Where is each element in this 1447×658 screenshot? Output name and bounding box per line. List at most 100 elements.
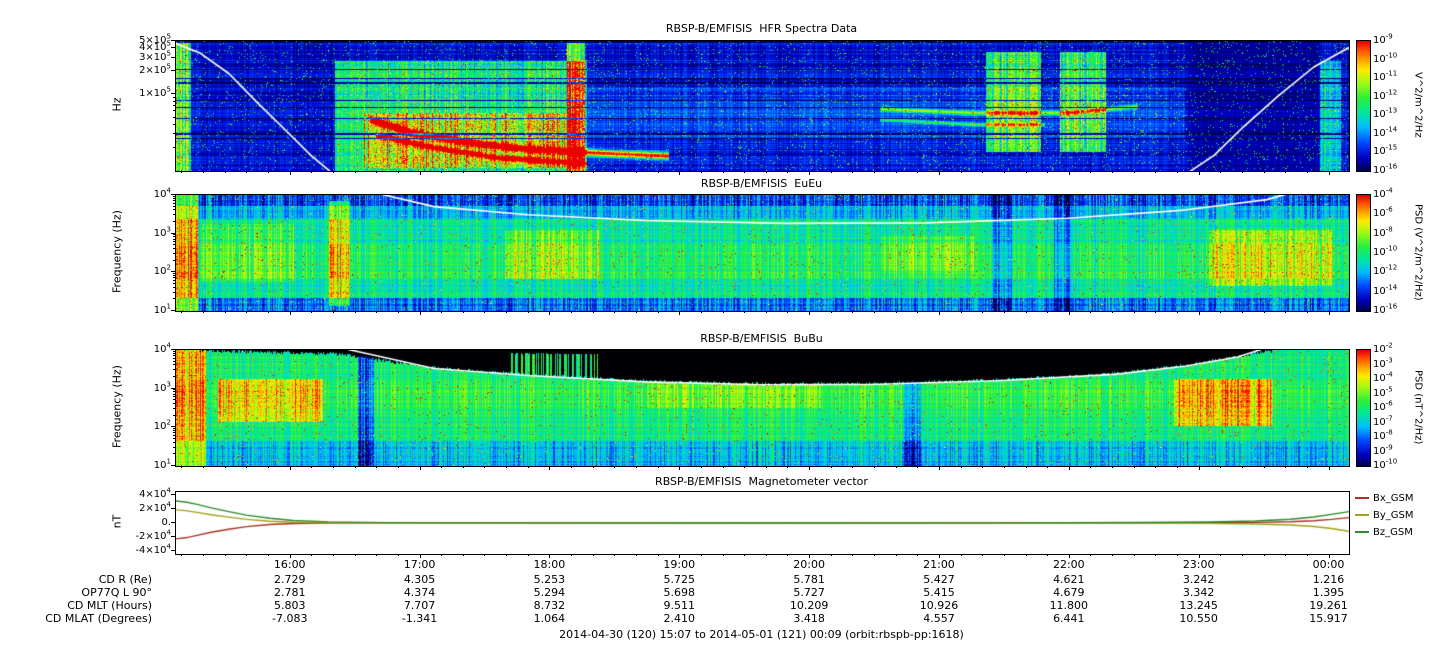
annotation-value: 1.064 — [533, 612, 566, 625]
x-minor-tick — [506, 466, 508, 468]
x-minor-tick — [181, 466, 183, 468]
y-minor-tick — [173, 199, 175, 201]
x-minor-tick — [527, 466, 529, 468]
x-minor-tick — [203, 171, 205, 173]
hfr-colorbar-unit-label: V^2/m^2/Hz — [1412, 72, 1424, 138]
annotation-value: 1.216 — [1312, 573, 1345, 586]
x-minor-tick — [397, 554, 399, 556]
y-minor-tick — [173, 286, 175, 288]
y-minor-tick — [173, 273, 175, 275]
x-minor-tick — [462, 171, 464, 173]
x-minor-tick — [571, 171, 573, 173]
annotation-value: 2.729 — [273, 573, 306, 586]
annotation-value: 4.679 — [1053, 586, 1085, 599]
x-minor-tick — [765, 466, 767, 468]
colorbar-tick-label: 10-6 — [1373, 399, 1393, 413]
x-minor-tick — [376, 466, 378, 468]
annotation-value: 5.253 — [533, 573, 566, 586]
bubu-colorbar-unit-label: PSD (nT^2/Hz) — [1412, 369, 1424, 445]
magnetometer-canvas — [176, 492, 1349, 554]
colorbar-tick-label: 10-10 — [1373, 244, 1398, 258]
x-minor-tick — [1285, 311, 1287, 313]
x-minor-tick — [1047, 466, 1049, 468]
x-minor-tick — [1177, 466, 1179, 468]
y-tick-label: 1×105 — [139, 86, 171, 100]
y-minor-tick — [173, 393, 175, 395]
x-minor-tick — [787, 466, 789, 468]
x-minor-tick — [1155, 311, 1157, 313]
x-minor-tick — [765, 554, 767, 556]
x-tick — [289, 311, 291, 315]
y-minor-tick — [173, 453, 175, 455]
y-tick — [171, 549, 175, 551]
colorbar-tick-label: 10-12 — [1373, 88, 1398, 102]
y-minor-tick — [173, 248, 175, 250]
x-minor-tick — [571, 466, 573, 468]
bubu-colorbar — [1356, 349, 1371, 467]
legend-entry-bz: Bz_GSM — [1355, 527, 1413, 538]
x-tick — [549, 311, 551, 315]
x-minor-tick — [1263, 466, 1265, 468]
y-tick — [171, 508, 175, 510]
x-minor-tick — [1090, 171, 1092, 173]
y-minor-tick — [173, 96, 175, 98]
colorbar-tick-label: 10-15 — [1373, 144, 1398, 158]
x-minor-tick — [332, 466, 334, 468]
annotation-row-label: OP77Q L 90° — [81, 586, 152, 599]
x-minor-tick — [1285, 171, 1287, 173]
x-minor-tick — [1241, 466, 1243, 468]
y-tick — [171, 56, 175, 58]
annotation-value: 10.209 — [789, 599, 829, 612]
hfr-colorbar — [1356, 40, 1371, 172]
x-minor-tick — [1003, 311, 1005, 313]
annotation-value: 4.621 — [1053, 573, 1085, 586]
x-minor-tick — [224, 311, 226, 313]
x-minor-tick — [830, 311, 832, 313]
y-minor-tick — [173, 298, 175, 300]
y-tick-label: -2×104 — [135, 528, 171, 542]
x-minor-tick — [1263, 554, 1265, 556]
y-minor-tick — [173, 238, 175, 240]
x-minor-tick — [852, 466, 854, 468]
x-minor-tick — [744, 466, 746, 468]
x-minor-tick — [506, 554, 508, 556]
annotation-row-label: CD MLT (Hours) — [67, 599, 152, 612]
eueu-spectrogram — [175, 194, 1350, 312]
x-minor-tick — [960, 466, 962, 468]
x-minor-tick — [527, 311, 529, 313]
colorbar-tick-label: 10-3 — [1373, 356, 1393, 370]
x-minor-tick — [203, 554, 205, 556]
x-minor-tick — [1177, 311, 1179, 313]
time-tick-label: 19:00 — [663, 558, 696, 571]
bubu-spectrogram — [175, 349, 1350, 467]
x-minor-tick — [1133, 554, 1135, 556]
x-minor-tick — [527, 554, 529, 556]
x-minor-tick — [722, 554, 724, 556]
y-tick-label: 4×105 — [139, 40, 171, 54]
y-tick — [171, 387, 175, 389]
x-minor-tick — [917, 311, 919, 313]
x-minor-tick — [830, 171, 832, 173]
x-minor-tick — [1112, 311, 1114, 313]
x-minor-tick — [1133, 466, 1135, 468]
x-minor-tick — [332, 311, 334, 313]
y-tick — [171, 93, 175, 95]
colorbar-tick-label: 10-4 — [1373, 370, 1393, 384]
annotation-value: 5.781 — [793, 573, 825, 586]
y-minor-tick — [173, 360, 175, 362]
y-minor-tick — [173, 275, 175, 277]
y-minor-tick — [173, 446, 175, 448]
x-minor-tick — [765, 171, 767, 173]
y-minor-tick — [173, 197, 175, 199]
y-minor-tick — [173, 259, 175, 261]
x-tick — [1328, 554, 1330, 558]
x-tick — [419, 554, 421, 558]
x-minor-tick — [1047, 554, 1049, 556]
annotation-value: 1.395 — [1312, 586, 1345, 599]
x-minor-tick — [787, 554, 789, 556]
x-minor-tick — [700, 554, 702, 556]
x-minor-tick — [982, 466, 984, 468]
x-minor-tick — [224, 466, 226, 468]
x-minor-tick — [246, 554, 248, 556]
x-minor-tick — [960, 171, 962, 173]
